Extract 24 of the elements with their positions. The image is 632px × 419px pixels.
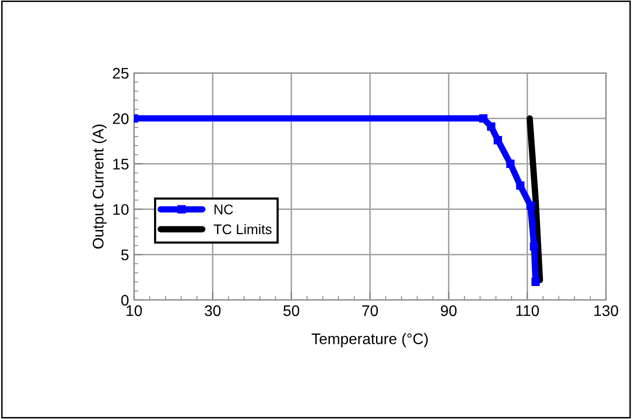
point <box>516 181 524 190</box>
point <box>494 136 502 144</box>
y-tick-label: 15 <box>113 158 128 170</box>
y-tick-label: 10 <box>113 204 129 215</box>
point <box>531 278 540 286</box>
point <box>486 122 496 131</box>
point <box>530 242 538 251</box>
point <box>479 114 488 123</box>
x-tick-label: 50 <box>283 305 300 316</box>
y-tick-label: 20 <box>112 113 129 124</box>
legend-label: TC Limits <box>214 224 272 234</box>
x-tick-label: 90 <box>440 305 457 316</box>
y-tick-label: 0 <box>121 294 129 306</box>
y-tick-label: 25 <box>112 68 128 79</box>
y-tick-label: 5 <box>121 250 128 260</box>
x-axis-title: Temperature (°C) <box>312 332 428 348</box>
point <box>506 160 515 168</box>
x-tick-label: 70 <box>362 305 378 316</box>
x-tick-label: 30 <box>204 305 221 316</box>
point <box>526 201 535 210</box>
x-tick-label: 130 <box>594 305 618 316</box>
y-axis-title: Output Current (A) <box>92 124 107 249</box>
x-tick-label: 110 <box>516 305 539 316</box>
legend-label: NC <box>214 204 233 214</box>
